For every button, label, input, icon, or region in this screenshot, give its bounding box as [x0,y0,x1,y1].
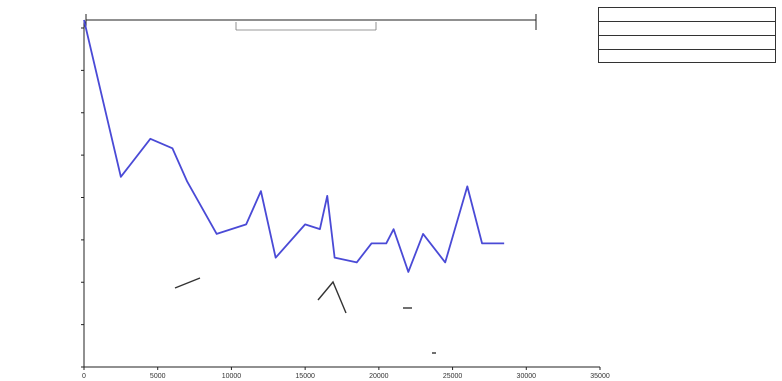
x-axis-ticks: 0 5000 10000 15000 20000 25000 30000 35000 [82,367,610,380]
x-tick-label: 35000 [590,373,610,380]
x-tick-label: 10000 [222,373,242,380]
legend-entry [599,50,775,63]
y-axis-ticks [81,27,84,368]
x-tick-label: 15000 [295,373,315,380]
line-fragment [174,277,201,289]
legend-title [599,8,775,22]
legend [598,7,776,63]
series-group [83,19,505,273]
x-tick-label: 20000 [369,373,389,380]
x-tick-label: 30000 [517,373,537,380]
stray-line-fragments [174,277,436,354]
legend-entry [599,36,775,50]
x-tick-label: 0 [82,373,86,380]
x-tick-label: 5000 [150,373,166,380]
axes [83,20,600,368]
x-tick-label: 25000 [443,373,463,380]
line-fragment [317,280,347,314]
title-box [85,14,537,31]
legend-entry [599,22,775,36]
series-line [83,19,505,273]
